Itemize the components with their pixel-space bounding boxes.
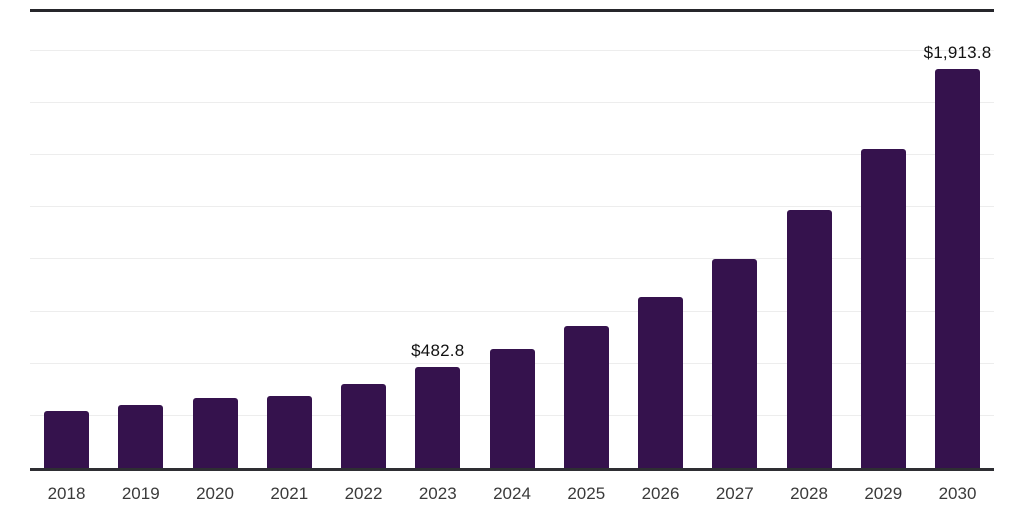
x-tick-label: 2019	[121, 484, 160, 503]
x-tick-2020: 2020	[193, 484, 238, 504]
x-tick-2021: 2021	[267, 484, 312, 504]
x-tick-2024: 2024	[490, 484, 535, 504]
x-tick-label: 2018	[47, 484, 86, 503]
gridline-750	[30, 310, 994, 312]
x-tick-2030: 2030	[935, 484, 980, 504]
x-tick-2025: 2025	[564, 484, 609, 504]
bar-2028	[786, 210, 832, 468]
bar-2019	[118, 405, 164, 468]
x-tick-label: 2024	[493, 484, 531, 503]
bar-2027	[712, 258, 758, 468]
x-tick-2026: 2026	[638, 484, 683, 504]
gridline-1250	[30, 206, 994, 208]
x-tick-2029: 2029	[861, 484, 906, 504]
x-tick-label: 2021	[270, 484, 309, 503]
x-tick-2022: 2022	[341, 484, 386, 504]
x-tick-label: 2028	[790, 484, 828, 503]
chart-top-rule	[30, 9, 994, 12]
x-tick-2028: 2028	[787, 484, 832, 504]
bar-2025	[563, 325, 609, 468]
bar-2020	[192, 397, 238, 468]
bar-2018	[44, 411, 89, 468]
x-tick-2023: 2023	[415, 484, 460, 504]
bar-2030: $1,913.8	[924, 43, 991, 468]
bar-2029	[860, 149, 906, 468]
x-tick-label: 2025	[567, 484, 606, 503]
x-tick-label: 2026	[641, 484, 680, 503]
x-tick-2018: 2018	[44, 484, 89, 504]
x-tick-2027: 2027	[712, 484, 757, 504]
x-tick-2019: 2019	[118, 484, 163, 504]
bar-2022	[341, 383, 386, 468]
bar-2023: $482.8	[411, 341, 464, 468]
x-tick-label: 2020	[196, 484, 234, 503]
value-label-2030: $1,913.8	[923, 42, 992, 62]
gridline-1500	[30, 154, 994, 156]
plot-area: $482.8 $1,913.8	[30, 9, 994, 468]
bar-2021	[266, 395, 312, 468]
x-tick-label: 2030	[938, 484, 977, 503]
x-tick-label: 2027	[715, 484, 754, 503]
x-axis-tick-labels: 2018 2019 2020 2021 2022 2023 2024 2025 2026 2027…	[30, 484, 994, 504]
x-tick-label: 2022	[344, 484, 383, 503]
x-axis-line	[30, 468, 994, 471]
bars-row: $482.8 $1,913.8	[30, 9, 994, 468]
gridline-1000	[30, 258, 994, 260]
x-tick-label: 2029	[864, 484, 903, 503]
bar-2024	[489, 349, 535, 468]
gridline-1750	[30, 101, 994, 103]
x-tick-label: 2023	[418, 484, 457, 503]
gridline-2000	[30, 49, 994, 51]
value-label-2023: $482.8	[411, 341, 465, 361]
bar-2026	[638, 296, 683, 468]
